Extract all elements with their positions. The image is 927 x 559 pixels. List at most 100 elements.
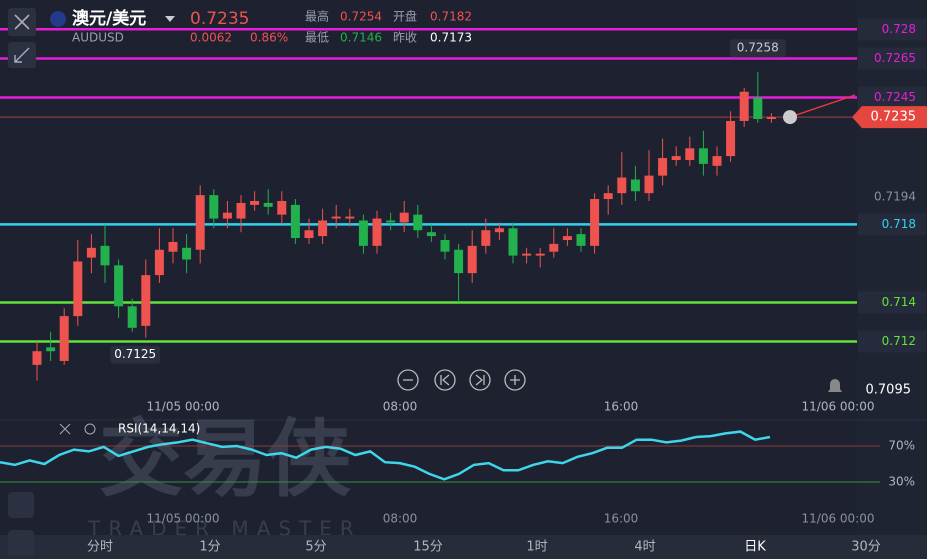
candle-body <box>195 195 205 250</box>
tab-bar <box>0 535 927 559</box>
low-label: 最低 <box>305 31 329 45</box>
time-label: 16:00 <box>604 512 639 526</box>
candle-body <box>46 347 56 352</box>
candle-body <box>726 120 736 157</box>
candle-body <box>753 97 763 120</box>
icon <box>475 374 485 386</box>
rsi-close[interactable] <box>59 423 71 435</box>
candle-body <box>73 261 83 317</box>
candle-body <box>590 199 600 246</box>
level-label: 0.7265 <box>874 51 916 65</box>
icon <box>440 374 450 386</box>
rsi-title: RSI(14,14,14) <box>118 422 200 436</box>
candle-body <box>549 243 559 252</box>
candle-body <box>86 247 96 258</box>
level-label-box <box>858 291 926 314</box>
prev: 0.7173 <box>430 31 472 45</box>
candle-body <box>535 253 545 256</box>
candle-body <box>658 158 668 176</box>
candle-body <box>127 306 137 328</box>
change: 0.0062 <box>190 31 232 45</box>
candle-body <box>467 245 477 274</box>
symbol[interactable]: 澳元/美元 <box>72 8 146 29</box>
candle-body <box>318 220 328 237</box>
time-label: 08:00 <box>383 400 418 414</box>
candle-body <box>712 156 722 166</box>
tab[interactable]: 日K <box>744 540 766 555</box>
prev-label: 昨收 <box>393 31 417 45</box>
time-label: 11/06 00:00 <box>802 400 875 414</box>
candle-body <box>494 228 504 233</box>
level-label-box <box>858 86 926 109</box>
zoom-out[interactable] <box>397 369 419 391</box>
rsi-tick-label: 30% <box>888 475 915 489</box>
candle-body <box>440 240 450 252</box>
watermark-main: 交易侠 <box>99 410 352 508</box>
candle-body <box>304 230 314 239</box>
marks <box>0 18 927 483</box>
price-column <box>857 0 927 535</box>
candle-body <box>277 200 287 215</box>
dropdown[interactable] <box>165 16 175 22</box>
axis-label: 0.7095 <box>866 383 912 398</box>
candle-body <box>644 175 654 194</box>
tab[interactable]: 1分 <box>199 540 220 555</box>
tab[interactable]: 30分 <box>851 540 881 555</box>
candle-body <box>182 247 192 260</box>
candle-body <box>617 177 627 194</box>
zoom-in[interactable] <box>504 369 526 391</box>
high-label: 最高 <box>305 9 329 24</box>
level-label: 0.7245 <box>874 90 916 104</box>
candle-body <box>454 249 464 274</box>
header: 澳元/美元 0.7235 AUDUSD 0.0062 0.86% 最高 0.72… <box>8 8 472 68</box>
draw-tool[interactable] <box>8 492 34 518</box>
trend-line <box>789 94 856 118</box>
candle-body <box>739 91 749 121</box>
low-box <box>110 345 161 364</box>
candle-body <box>630 179 640 192</box>
candle-body <box>209 195 219 219</box>
close-icon <box>14 14 30 30</box>
candle-body <box>331 216 341 219</box>
candle-body <box>481 230 491 246</box>
time-label: 11/06 00:00 <box>802 512 875 526</box>
candle-body <box>154 249 164 276</box>
candle-body <box>222 212 232 219</box>
tab[interactable]: 5分 <box>305 540 326 555</box>
last[interactable] <box>469 369 491 391</box>
tab[interactable]: 分时 <box>87 540 113 555</box>
tab[interactable]: 4时 <box>634 540 655 555</box>
tab[interactable]: 15分 <box>413 540 443 555</box>
first[interactable] <box>434 369 456 391</box>
candle-body <box>141 275 151 326</box>
tab[interactable]: 1时 <box>526 540 547 555</box>
time-label: 16:00 <box>604 400 639 414</box>
candle-body <box>290 204 300 239</box>
bell-icon[interactable] <box>828 379 842 392</box>
candle-body <box>508 228 518 256</box>
candle-body <box>372 218 382 246</box>
candle-body <box>426 232 436 237</box>
candle-body <box>522 253 532 256</box>
candle-body <box>576 234 586 246</box>
candle-body <box>685 148 695 160</box>
last-price-box <box>852 106 927 129</box>
level-label: 0.718 <box>882 217 916 231</box>
level-label-box <box>858 213 926 236</box>
low-marker: 0.7125 <box>114 347 156 361</box>
high: 0.7254 <box>340 10 382 24</box>
level-label-box <box>858 18 926 41</box>
candle-body <box>698 148 708 164</box>
candle-body <box>413 214 423 231</box>
candle-body <box>59 316 69 361</box>
change-pct: 0.86% <box>250 31 288 45</box>
level-label: 0.714 <box>882 295 916 309</box>
indicator-tool[interactable] <box>8 530 34 556</box>
collapse-icon <box>14 47 30 63</box>
nav-buttons <box>397 369 526 391</box>
flag-icon <box>50 11 66 27</box>
rsi-settings[interactable] <box>84 423 96 435</box>
candle-body <box>386 220 396 223</box>
candle-body <box>32 351 42 365</box>
level-label-box <box>858 47 926 70</box>
